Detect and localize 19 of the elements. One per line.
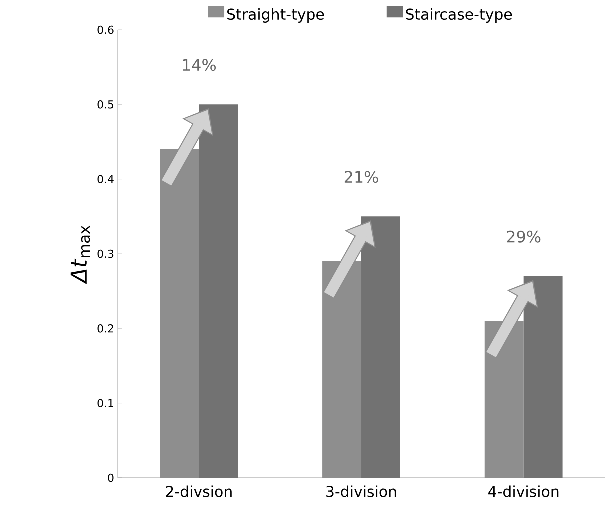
legend-label: Staircase-type bbox=[406, 8, 512, 23]
x-tick-label: 4-division bbox=[488, 486, 559, 498]
x-tick-label: 3-division bbox=[326, 486, 396, 498]
y-tick-label: 0.3 bbox=[98, 250, 114, 258]
y-tick-label: 0.1 bbox=[98, 399, 114, 408]
y-tick-label: 0.4 bbox=[98, 175, 114, 184]
bar bbox=[362, 216, 400, 478]
y-tick-label: 0 bbox=[108, 474, 114, 482]
bar bbox=[199, 104, 238, 478]
y-tick-label: 0.6 bbox=[98, 26, 114, 34]
annotation: 29% bbox=[507, 230, 541, 243]
bar bbox=[524, 276, 563, 478]
y-tick-label: 0.5 bbox=[98, 100, 114, 109]
annotation: 21% bbox=[344, 171, 378, 184]
annotation: 14% bbox=[183, 59, 216, 72]
x-tick-label: 2-divsion bbox=[166, 486, 232, 498]
y-axis-title: Δt$_{max}$ bbox=[70, 226, 90, 284]
y-tick-label: 0.2 bbox=[98, 324, 114, 333]
legend-label: Straight-type bbox=[227, 8, 324, 23]
